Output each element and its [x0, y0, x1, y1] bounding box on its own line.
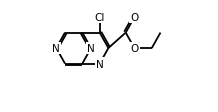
Text: N: N — [87, 44, 95, 54]
Text: O: O — [130, 13, 139, 23]
Text: N: N — [52, 44, 60, 54]
Text: N: N — [96, 59, 104, 69]
Text: Cl: Cl — [95, 13, 105, 23]
Text: O: O — [130, 44, 139, 54]
